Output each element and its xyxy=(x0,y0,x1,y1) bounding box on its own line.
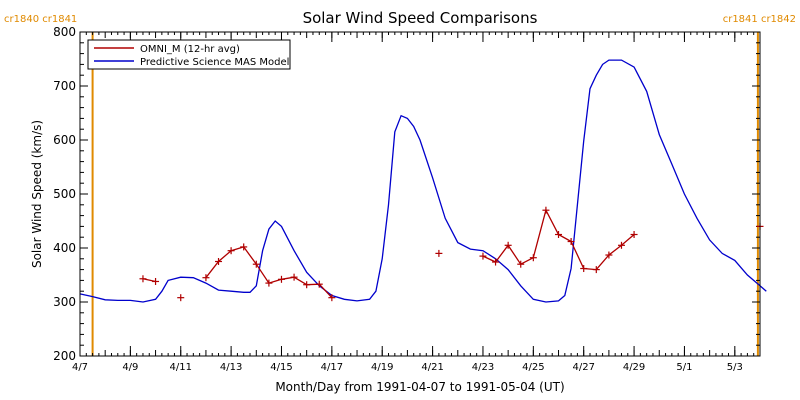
omni-data-point xyxy=(265,279,273,287)
y-tick-label: 600 xyxy=(53,133,76,147)
y-tick-label: 700 xyxy=(53,79,76,93)
legend-label-mas: Predictive Science MAS Model xyxy=(140,57,289,68)
x-tick-label: 4/9 xyxy=(122,362,138,373)
omni-data-point xyxy=(630,231,638,238)
x-tick-label: 4/13 xyxy=(220,362,242,373)
omni-data-point xyxy=(492,258,500,266)
x-tick-label: 4/23 xyxy=(472,362,494,373)
omni-data-point xyxy=(202,274,210,282)
omni-data-point xyxy=(617,241,625,249)
omni-data-point xyxy=(227,247,235,255)
omni-data-point xyxy=(252,260,260,268)
omni-data-point xyxy=(290,273,298,281)
x-tick-label: 4/7 xyxy=(72,362,88,373)
carrington-label: cr1841 cr1842 xyxy=(723,14,796,25)
x-tick-label: 4/27 xyxy=(572,362,594,373)
chart-title: Solar Wind Speed Comparisons xyxy=(303,9,538,27)
omni-data-point xyxy=(177,294,185,302)
omni-data-point xyxy=(152,277,160,285)
y-axis-ticks: 200 300 400 500 600 700 800 xyxy=(53,25,760,363)
plot-frame xyxy=(79,31,761,357)
x-tick-label: 4/21 xyxy=(421,362,443,373)
omni-data-point xyxy=(277,275,285,283)
x-tick-label: 5/1 xyxy=(676,362,692,373)
omni-data-point xyxy=(139,275,147,283)
legend-label-omni: OMNI_M (12-hr avg) xyxy=(140,44,240,55)
y-axis-label: Solar Wind Speed (km/s) xyxy=(30,120,44,268)
omni-data-point xyxy=(240,243,248,251)
series-layer xyxy=(79,59,767,303)
mas-model-line xyxy=(79,59,767,303)
x-tick-label: 4/19 xyxy=(371,362,393,373)
omni-data-point xyxy=(605,251,613,259)
omni-data-point xyxy=(328,294,336,302)
x-tick-label: 4/17 xyxy=(321,362,343,373)
x-axis-label: Month/Day from 1991-04-07 to 1991-05-04 … xyxy=(275,380,564,394)
omni-data-point xyxy=(215,258,223,265)
x-tick-label: 5/3 xyxy=(727,362,743,373)
omni-data-point xyxy=(580,265,588,273)
omni-data-point xyxy=(567,238,575,246)
x-tick-label: 4/15 xyxy=(270,362,292,373)
omni-data-point xyxy=(315,280,323,288)
omni-data-point xyxy=(517,260,525,268)
y-tick-label: 500 xyxy=(53,187,76,201)
x-axis-ticks: 4/7 4/9 4/11 4/13 4/15 4/17 4/19 4/21 4/23 4/25 4/… xyxy=(72,32,761,373)
y-tick-label: 400 xyxy=(53,241,76,255)
legend-box xyxy=(87,39,291,70)
x-tick-label: 4/29 xyxy=(623,362,645,373)
y-tick-label: 300 xyxy=(53,295,76,309)
omni-data-point xyxy=(555,231,563,238)
omni-line-segment xyxy=(482,208,635,271)
omni-data-point xyxy=(592,266,600,274)
x-tick-label: 4/25 xyxy=(522,362,544,373)
omni-data-point xyxy=(303,281,311,289)
y-tick-label: 800 xyxy=(53,25,76,39)
omni-data-point xyxy=(529,254,537,262)
legend: OMNI_M (12-hr avg) Predictive Science MA… xyxy=(87,39,291,70)
omni-data-point xyxy=(479,252,487,260)
omni-data-point xyxy=(504,241,512,249)
omni-data-point xyxy=(435,249,443,257)
carrington-label: cr1840 cr1841 xyxy=(4,14,77,25)
omni-data-point xyxy=(542,206,550,214)
y-tick-label: 200 xyxy=(53,349,76,363)
x-tick-label: 4/11 xyxy=(170,362,192,373)
